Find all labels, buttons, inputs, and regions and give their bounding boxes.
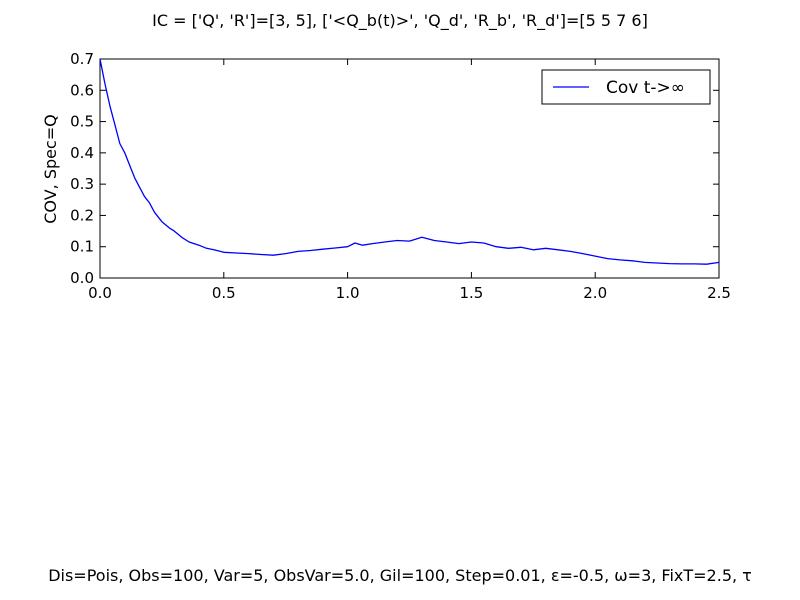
x-tick-label: 1.5 (459, 284, 483, 302)
y-tick-label: 0.5 (70, 113, 94, 131)
x-tick-label: 2.0 (583, 284, 607, 302)
y-tick-label: 0.6 (70, 81, 94, 99)
y-tick-label: 0.2 (70, 206, 94, 224)
y-tick-label: 0.7 (70, 50, 94, 68)
x-tick-label: 0.0 (88, 284, 112, 302)
y-tick-label: 0.4 (70, 144, 94, 162)
x-tick-label: 2.5 (707, 284, 731, 302)
series-line-0 (99, 58, 720, 265)
x-tick-label: 1.0 (336, 284, 360, 302)
y-tick-label: 0.0 (70, 269, 94, 287)
x-tick-label: 0.5 (212, 284, 236, 302)
legend-entry-label: Cov t->∞ (606, 78, 685, 98)
y-tick-label: 0.3 (70, 175, 94, 193)
series-layer (99, 58, 720, 265)
chart-title: IC = ['Q', 'R']=[3, 5], ['<Q_b(t)>', 'Q_… (152, 11, 648, 31)
legend: Cov t->∞ (541, 69, 711, 105)
plot-area: 0.0 0.5 1.0 1.5 2.0 2.5 0.0 0.1 0.2 0.3 0.4 0.5 0.6… (70, 50, 731, 302)
y-axis: 0.0 0.1 0.2 0.3 0.4 0.5 0.6 0.7 (70, 50, 719, 287)
y-axis-label: COV, Spec=Q (41, 114, 60, 224)
x-axis: 0.0 0.5 1.0 1.5 2.0 2.5 (88, 59, 731, 302)
footer-caption: Dis=Pois, Obs=100, Var=5, ObsVar=5.0, Gi… (48, 566, 752, 585)
axes-frame (99, 58, 720, 279)
y-tick-label: 0.1 (70, 238, 94, 256)
